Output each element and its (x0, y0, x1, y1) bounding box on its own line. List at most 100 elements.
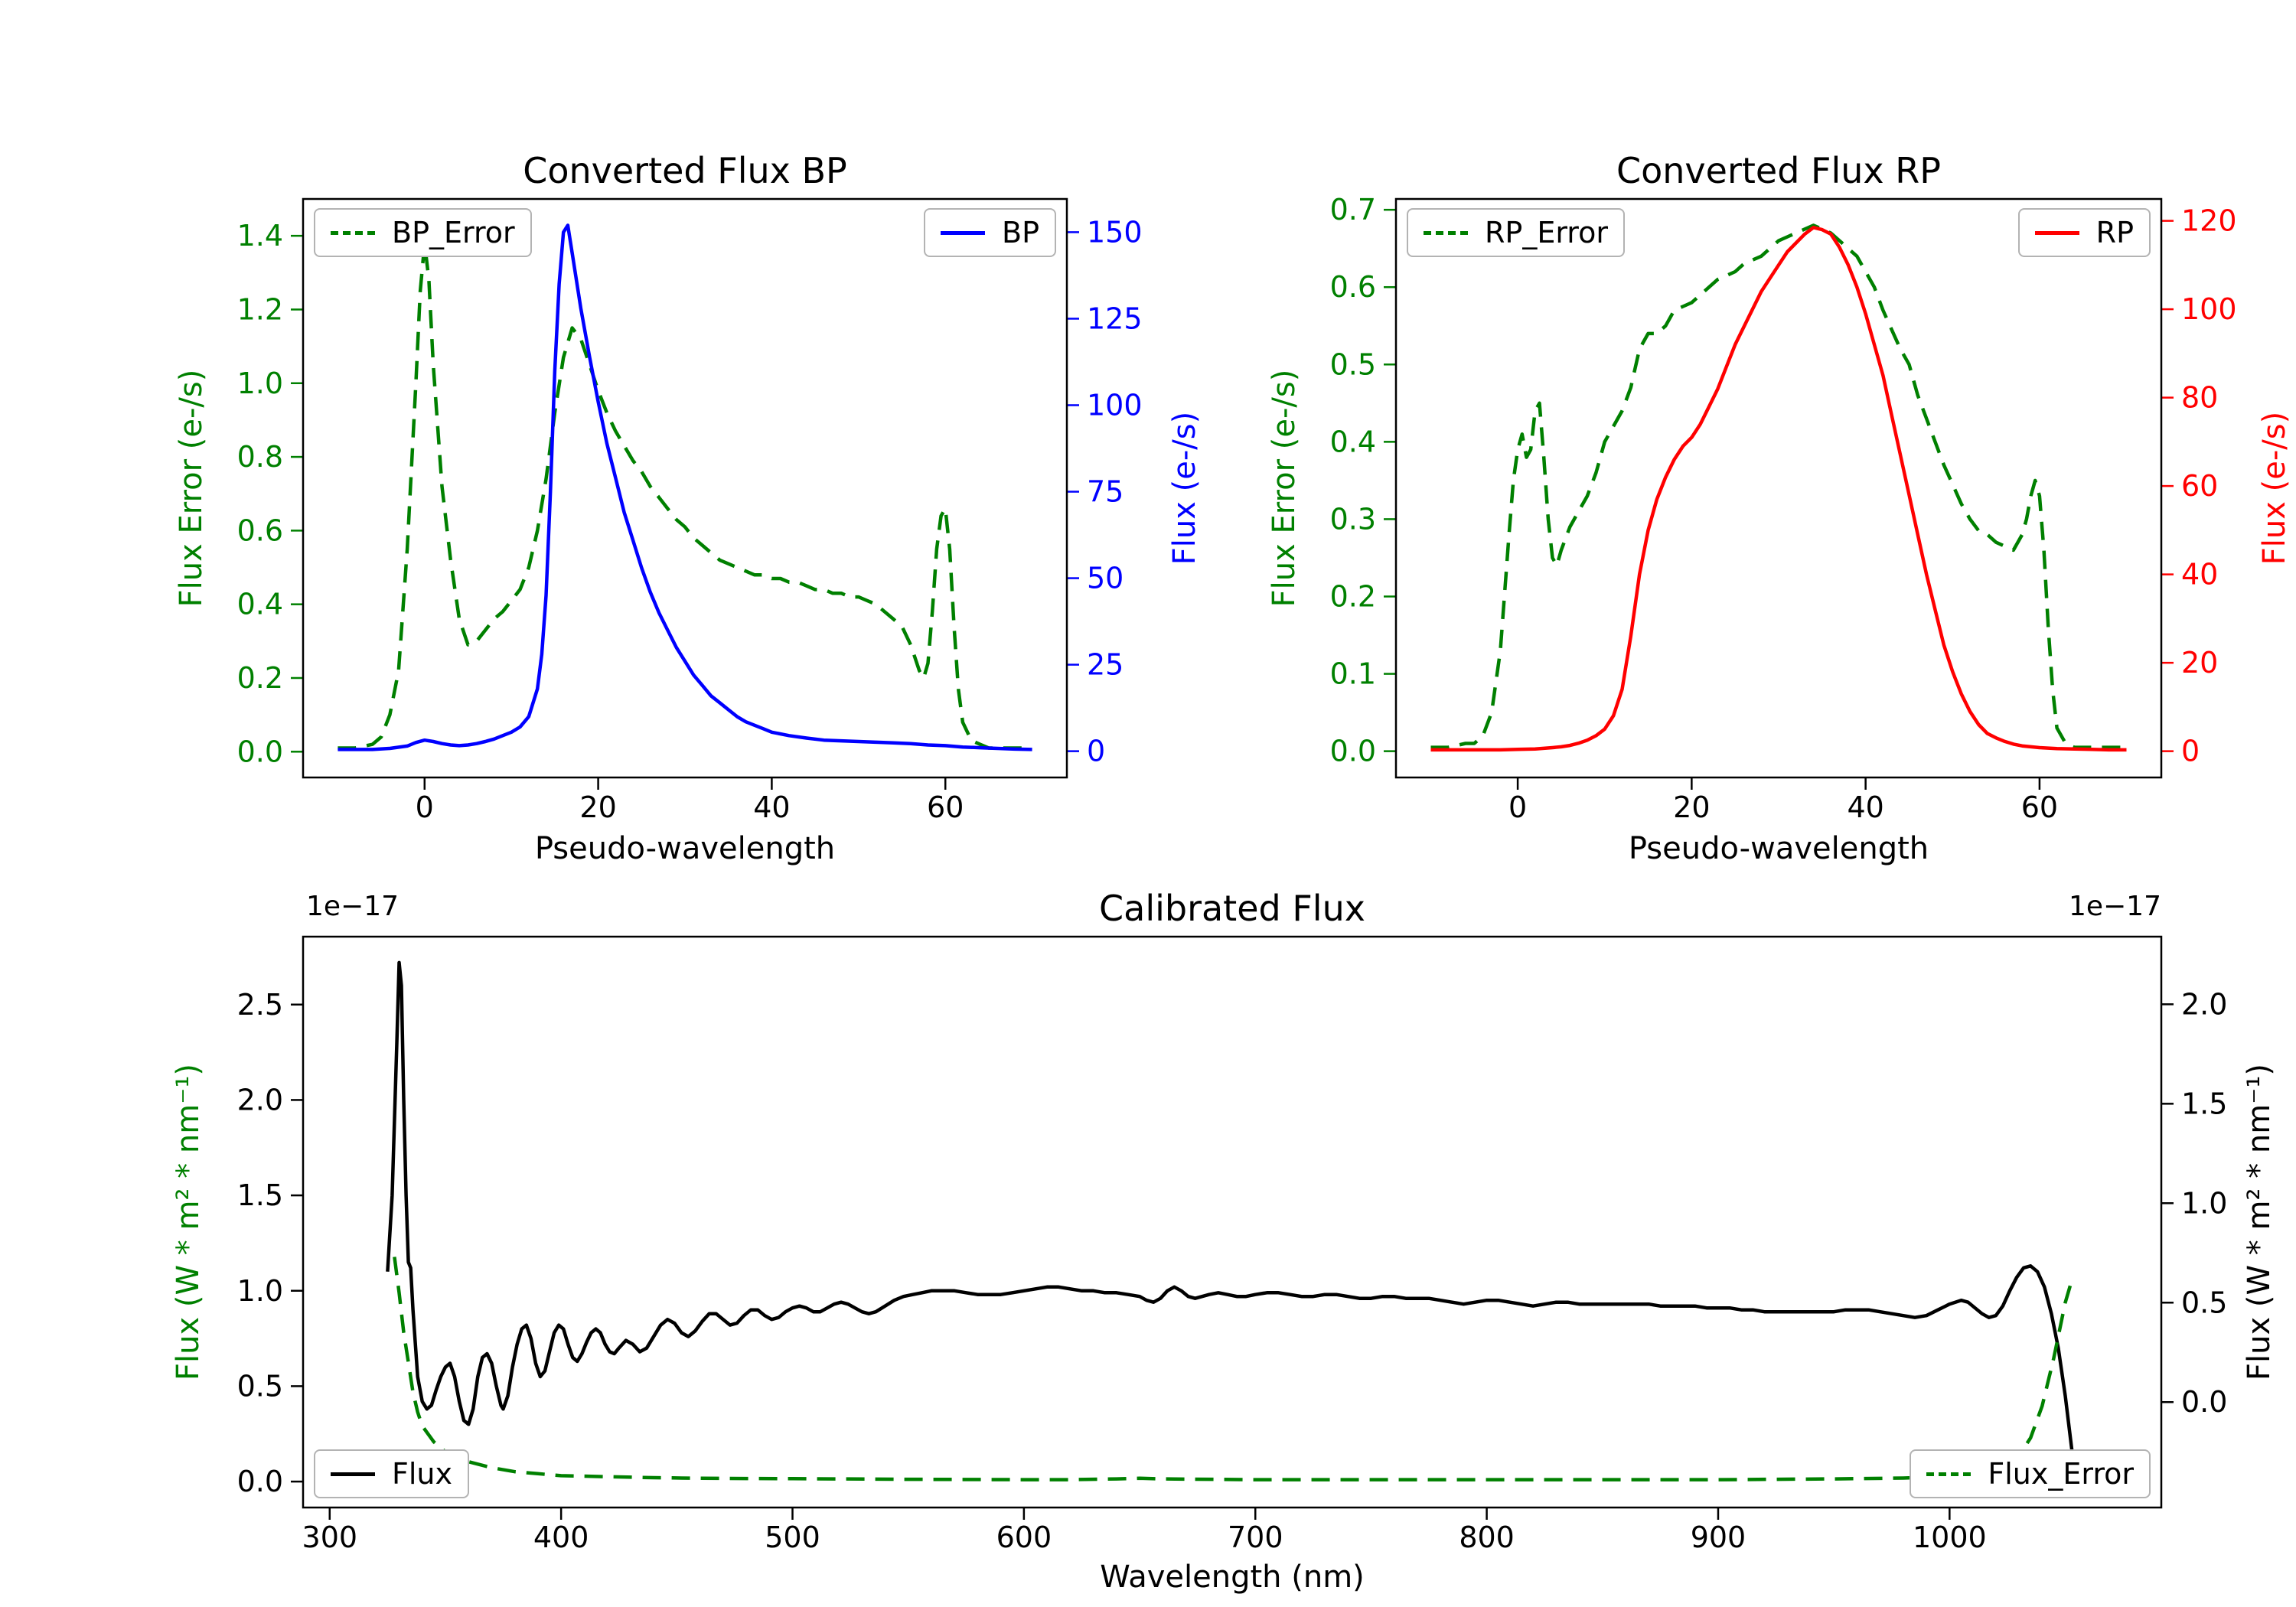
bp-axes: 0 20 40 60 0.0 0.2 0.4 0.6 0.8 1.0 1.2 1.4 0 25 50 75 10… (237, 197, 1143, 824)
rp-left-ytick-label: 0.0 (1330, 735, 1376, 768)
bp-series-bp-error (338, 241, 1032, 750)
rp-legend-upper-left: RP_Error (1407, 208, 1625, 257)
calibrated-title: Calibrated Flux (1099, 888, 1365, 929)
calibrated-left-ytick-label: 1.0 (237, 1274, 283, 1308)
calibrated-left-ytick-label: 2.5 (237, 988, 283, 1022)
calibrated-series-flux (386, 960, 2079, 1478)
rp-plot-svg: 0 20 40 60 0.0 0.1 0.2 0.3 0.4 0.5 0.6 0.7 0 20 40 60 80… (1330, 193, 2237, 824)
calibrated-xtick-label: 1000 (1913, 1521, 1987, 1554)
rp-xtick-label: 20 (1673, 790, 1710, 824)
bp-xtick-label: 20 (579, 790, 616, 824)
rp-legend-upper-right: RP (2017, 208, 2151, 257)
legend-label-flux: Flux (392, 1457, 452, 1491)
rp-left-ytick-label: 0.6 (1330, 270, 1376, 304)
calibrated-left-ytick-label: 0.5 (237, 1369, 283, 1403)
legend-label-rp: RP (2095, 216, 2134, 249)
bp-right-ytick-label: 0 (1087, 735, 1105, 768)
rp-right-ytick-label: 40 (2181, 558, 2218, 592)
calibrated-legend-lower-left: Flux (314, 1449, 469, 1498)
rp-left-ytick-label: 0.7 (1330, 193, 1376, 227)
legend-line-sample (1424, 230, 1468, 235)
rp-title: Converted Flux RP (1616, 150, 1941, 191)
rp-right-ytick-label: 120 (2181, 204, 2237, 238)
rp-right-ytick-label: 20 (2181, 646, 2218, 680)
calibrated-xtick-label: 800 (1459, 1521, 1515, 1554)
legend-line-sample (331, 230, 375, 235)
bp-right-ytick-label: 50 (1087, 562, 1124, 595)
calibrated-right-ytick-label: 0.0 (2181, 1385, 2227, 1419)
legend-line-sample (1926, 1472, 1971, 1476)
rp-left-ylabel: Flux Error (e-/s) (1267, 369, 1302, 608)
calibrated-right-ytick-label: 0.5 (2181, 1286, 2227, 1319)
right-axis-offset-text: 1e−17 (2068, 891, 2161, 922)
calibrated-right-ylabel: Flux (W * m² * nm⁻¹) (2242, 1064, 2277, 1380)
legend-line-sample (2034, 230, 2079, 235)
bp-right-ytick-label: 150 (1087, 215, 1143, 249)
calibrated-xtick-label: 400 (533, 1521, 589, 1554)
rp-series-rp (1430, 226, 2127, 752)
calibrated-xlabel: Wavelength (nm) (1100, 1560, 1365, 1595)
rp-right-ylabel: Flux (e-/s) (2257, 411, 2292, 566)
bp-right-ylabel: Flux (e-/s) (1167, 411, 1202, 566)
bp-xlabel: Pseudo-wavelength (534, 831, 836, 866)
rp-xtick-label: 0 (1508, 790, 1527, 824)
bp-xtick-label: 0 (416, 790, 434, 824)
legend-line-sample (941, 230, 986, 235)
bp-plot-svg: 0 20 40 60 0.0 0.2 0.4 0.6 0.8 1.0 1.2 1.4 0 25 50 75 10… (237, 197, 1143, 824)
calibrated-xtick-label: 500 (765, 1521, 820, 1554)
legend-label-bp-error: BP_Error (392, 216, 515, 249)
bp-series-bp (338, 223, 1032, 751)
bp-left-ytick-label: 1.2 (237, 292, 283, 326)
bp-left-ytick-label: 1.0 (237, 367, 283, 400)
calibrated-plot-svg: 300 400 500 600 700 800 900 1000 0.0 0.5 1.0 1.5 2.0… (237, 935, 2227, 1554)
bp-legend-upper-left: BP_Error (314, 208, 532, 257)
bp-left-ytick-label: 1.4 (237, 219, 283, 253)
legend-line-sample (331, 1472, 375, 1476)
rp-left-ytick-label: 0.2 (1330, 579, 1376, 613)
bp-right-ytick-label: 100 (1087, 388, 1143, 422)
calibrated-axes: 300 400 500 600 700 800 900 1000 0.0 0.5 1.0 1.5 2.0… (237, 935, 2227, 1554)
bp-title: Converted Flux BP (523, 150, 847, 191)
rp-right-ytick-label: 80 (2181, 381, 2218, 415)
rp-xtick-label: 60 (2021, 790, 2058, 824)
legend-label-flux-error: Flux_Error (1988, 1457, 2134, 1491)
bp-left-ytick-label: 0.2 (237, 661, 283, 695)
calibrated-xtick-label: 700 (1228, 1521, 1283, 1554)
calibrated-right-ytick-label: 1.5 (2181, 1087, 2227, 1120)
bp-left-ytick-label: 0.6 (237, 513, 283, 547)
calibrated-right-ytick-label: 1.0 (2181, 1186, 2227, 1220)
legend-label-rp-error: RP_Error (1485, 216, 1608, 249)
calibrated-left-ytick-label: 1.5 (237, 1178, 283, 1212)
calibrated-legend-lower-right: Flux_Error (1910, 1449, 2151, 1498)
rp-left-ytick-label: 0.3 (1330, 502, 1376, 536)
rp-right-ytick-label: 60 (2181, 469, 2218, 503)
rp-right-ytick-label: 100 (2181, 292, 2237, 326)
bp-xtick-label: 40 (753, 790, 790, 824)
rp-left-ytick-label: 0.4 (1330, 425, 1376, 458)
bp-right-ytick-label: 25 (1087, 648, 1124, 682)
rp-left-ytick-label: 0.5 (1330, 347, 1376, 381)
rp-xtick-label: 40 (1847, 790, 1883, 824)
bp-right-ytick-label: 75 (1087, 475, 1124, 509)
calibrated-left-ytick-label: 0.0 (237, 1465, 283, 1498)
calibrated-left-ylabel: Flux (W * m² * nm⁻¹) (171, 1064, 206, 1380)
left-axis-offset-text: 1e−17 (306, 891, 400, 922)
calibrated-left-ytick-label: 2.0 (237, 1083, 283, 1116)
calibrated-series-flux-error (393, 1257, 2074, 1482)
calibrated-right-ytick-label: 2.0 (2181, 987, 2227, 1021)
rp-right-ytick-label: 0 (2181, 735, 2200, 768)
bp-left-ylabel: Flux Error (e-/s) (174, 369, 209, 608)
bp-legend-upper-right: BP (924, 208, 1056, 257)
bp-left-ytick-label: 0.0 (237, 735, 283, 768)
calibrated-xtick-label: 300 (302, 1521, 358, 1554)
rp-series-rp-error (1430, 223, 2127, 749)
bp-left-ytick-label: 0.4 (237, 588, 283, 621)
calibrated-xtick-label: 600 (996, 1521, 1052, 1554)
rp-xlabel: Pseudo-wavelength (1628, 831, 1929, 866)
calibrated-xtick-label: 900 (1691, 1521, 1746, 1554)
rp-axes: 0 20 40 60 0.0 0.1 0.2 0.3 0.4 0.5 0.6 0.7 0 20 40 60 80… (1330, 193, 2237, 824)
bp-right-ytick-label: 125 (1087, 302, 1143, 335)
bp-left-ytick-label: 0.8 (237, 440, 283, 474)
bp-xtick-label: 60 (927, 790, 964, 824)
legend-label-bp: BP (1002, 216, 1039, 249)
